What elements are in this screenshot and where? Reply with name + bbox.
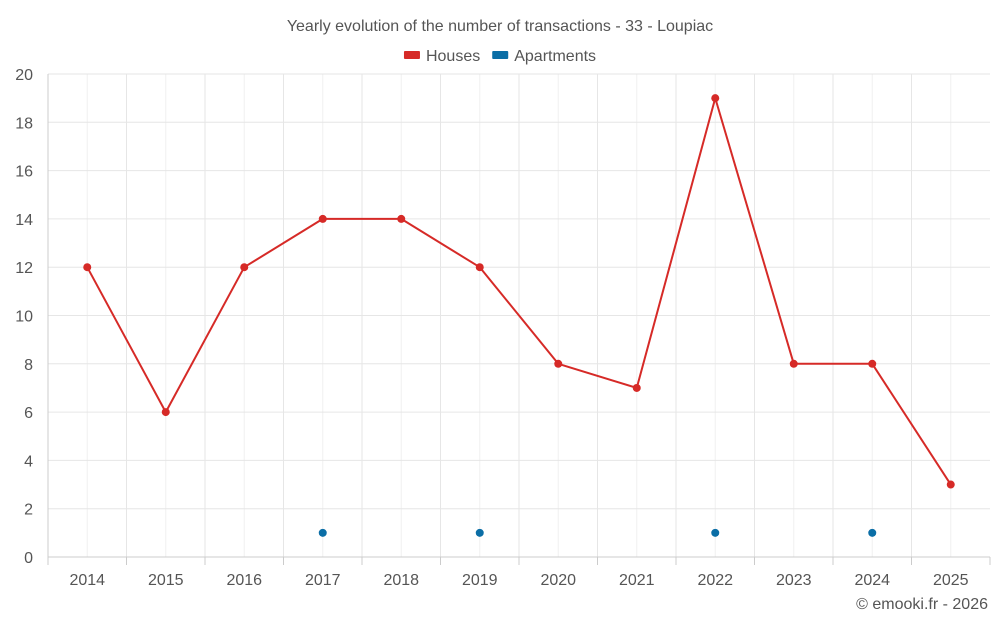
series-line-segment — [400, 218, 481, 269]
data-point-houses[interactable] — [868, 359, 877, 368]
series-line-segment — [557, 362, 638, 389]
data-point-houses[interactable] — [554, 359, 563, 368]
y-tick-label: 0 — [24, 550, 33, 567]
legend-label-apartments[interactable]: Apartments — [514, 48, 596, 65]
x-tick-label: 2018 — [383, 572, 419, 589]
series-apartments — [318, 528, 877, 537]
legend-label-houses[interactable]: Houses — [426, 48, 480, 65]
data-point-houses[interactable] — [318, 214, 327, 223]
series-line-segment — [714, 97, 795, 365]
series-layer — [83, 94, 955, 537]
data-point-houses[interactable] — [240, 263, 249, 272]
legend-swatch-houses[interactable] — [403, 51, 420, 59]
x-tick-label: 2016 — [226, 572, 262, 589]
x-tick-label: 2025 — [933, 572, 969, 589]
series-line-segment — [243, 218, 324, 269]
y-tick-label: 6 — [24, 405, 33, 422]
x-tick-label: 2020 — [540, 572, 576, 589]
credit-text: © emooki.fr - 2026 — [856, 596, 988, 613]
chart-title: Yearly evolution of the number of transa… — [287, 18, 713, 35]
data-point-houses[interactable] — [946, 480, 955, 489]
legend: Houses Apartments — [403, 48, 596, 65]
data-point-apartments[interactable] — [868, 528, 877, 537]
series-line-segment — [164, 266, 246, 413]
series-line-segment — [478, 266, 560, 365]
data-point-houses[interactable] — [475, 263, 484, 272]
y-tick-label: 10 — [15, 309, 33, 326]
y-tick-label: 20 — [15, 67, 33, 84]
x-tick-label: 2014 — [69, 572, 105, 589]
legend-swatch-apartments[interactable] — [492, 51, 509, 59]
data-point-houses[interactable] — [161, 408, 170, 417]
x-tick-label: 2022 — [697, 572, 733, 589]
data-point-houses[interactable] — [632, 383, 641, 392]
y-tick-label: 2 — [24, 502, 33, 519]
y-tick-label: 12 — [15, 260, 33, 277]
grid-lines — [48, 73, 990, 557]
x-tick-label: 2015 — [148, 572, 184, 589]
x-tick-label: 2019 — [462, 572, 498, 589]
series-houses — [83, 94, 955, 489]
y-tick-label: 14 — [15, 212, 33, 229]
series-line-segment — [871, 363, 952, 486]
y-tick-label: 8 — [24, 357, 33, 374]
data-point-apartments[interactable] — [711, 528, 720, 537]
data-point-houses[interactable] — [711, 94, 720, 103]
y-tick-label: 4 — [24, 453, 33, 470]
axes: 0 2 4 6 8 10 12 14 16 18 20 2014 2015 2016 2017 2018 201… — [15, 67, 991, 589]
data-point-apartments[interactable] — [475, 528, 484, 537]
series-line-segment — [635, 97, 717, 389]
y-tick-label: 18 — [15, 115, 33, 132]
y-tick-label: 16 — [15, 164, 33, 181]
data-point-apartments[interactable] — [318, 528, 327, 537]
data-point-houses[interactable] — [83, 263, 92, 272]
x-tick-label: 2021 — [619, 572, 655, 589]
series-line-segment — [86, 266, 167, 413]
x-tick-label: 2017 — [305, 572, 341, 589]
data-point-houses[interactable] — [789, 359, 798, 368]
x-tick-label: 2023 — [776, 572, 812, 589]
x-tick-label: 2024 — [854, 572, 890, 589]
data-point-houses[interactable] — [397, 214, 406, 223]
